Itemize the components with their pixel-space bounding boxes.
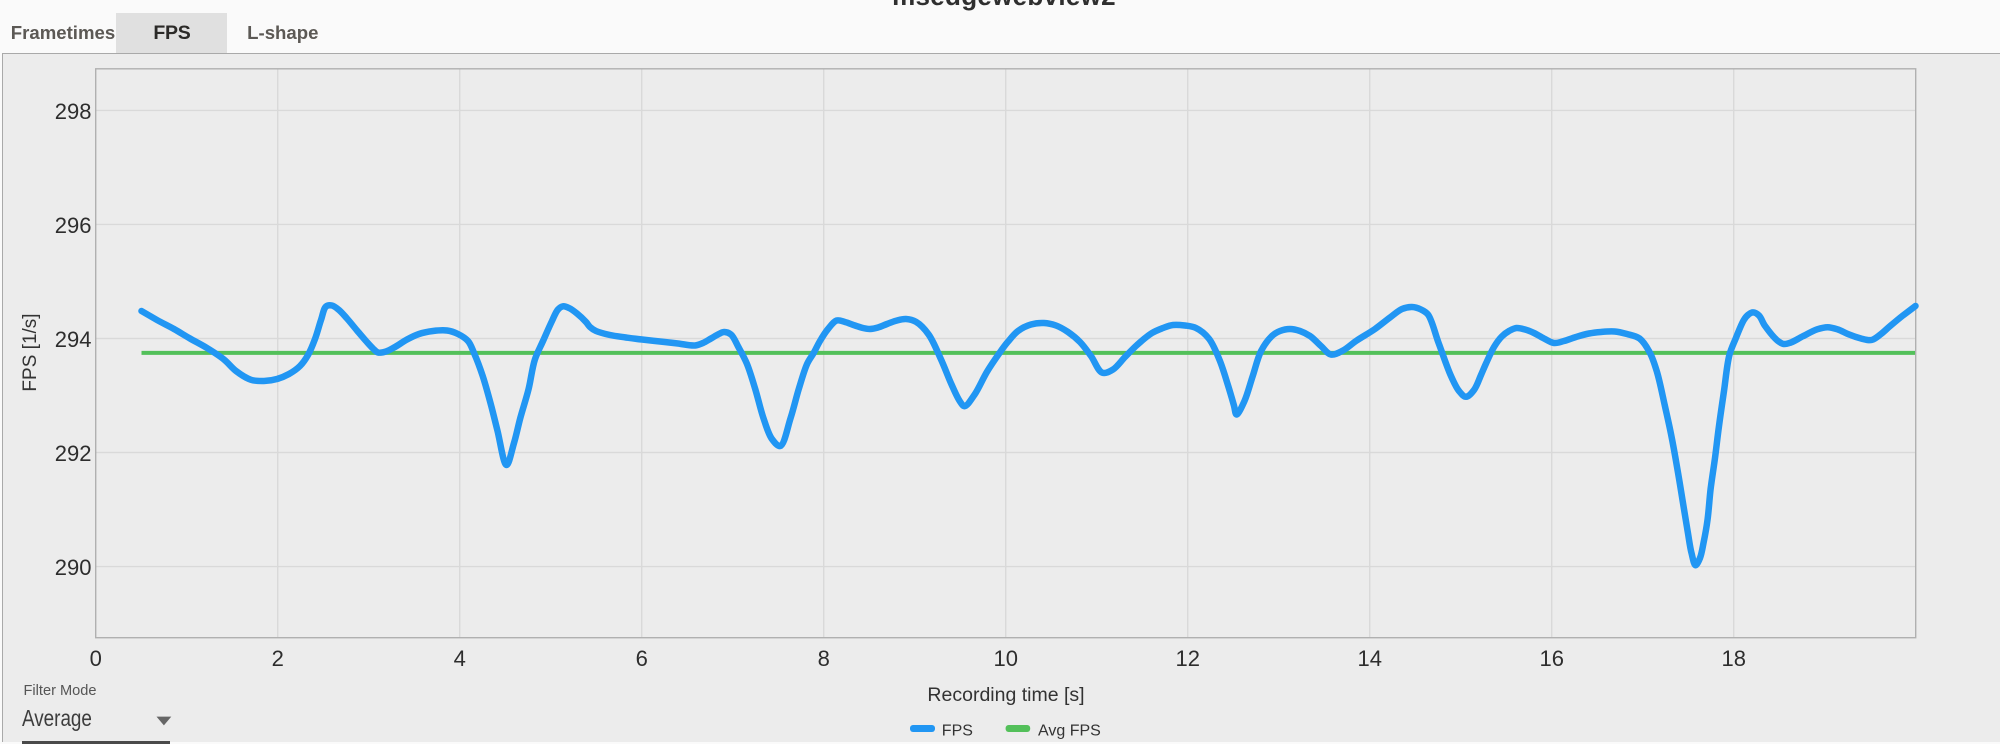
svg-text:FPS [1/s]: FPS [1/s] <box>20 313 41 391</box>
svg-text:Avg FPS: Avg FPS <box>1038 722 1101 739</box>
svg-text:4: 4 <box>454 646 466 671</box>
svg-text:Recording time [s]: Recording time [s] <box>927 684 1084 706</box>
svg-text:8: 8 <box>818 646 830 671</box>
svg-text:14: 14 <box>1357 646 1381 671</box>
svg-text:16: 16 <box>1539 646 1563 671</box>
svg-text:18: 18 <box>1721 646 1745 671</box>
svg-text:12: 12 <box>1175 646 1199 671</box>
svg-text:6: 6 <box>636 646 648 671</box>
svg-text:2: 2 <box>272 646 284 671</box>
svg-text:FPS: FPS <box>942 722 973 739</box>
svg-text:298: 298 <box>55 99 92 124</box>
svg-text:10: 10 <box>993 646 1017 671</box>
svg-text:296: 296 <box>55 213 92 238</box>
svg-text:0: 0 <box>90 646 102 671</box>
svg-text:294: 294 <box>55 327 92 352</box>
svg-text:292: 292 <box>55 441 92 466</box>
svg-text:290: 290 <box>55 555 92 580</box>
